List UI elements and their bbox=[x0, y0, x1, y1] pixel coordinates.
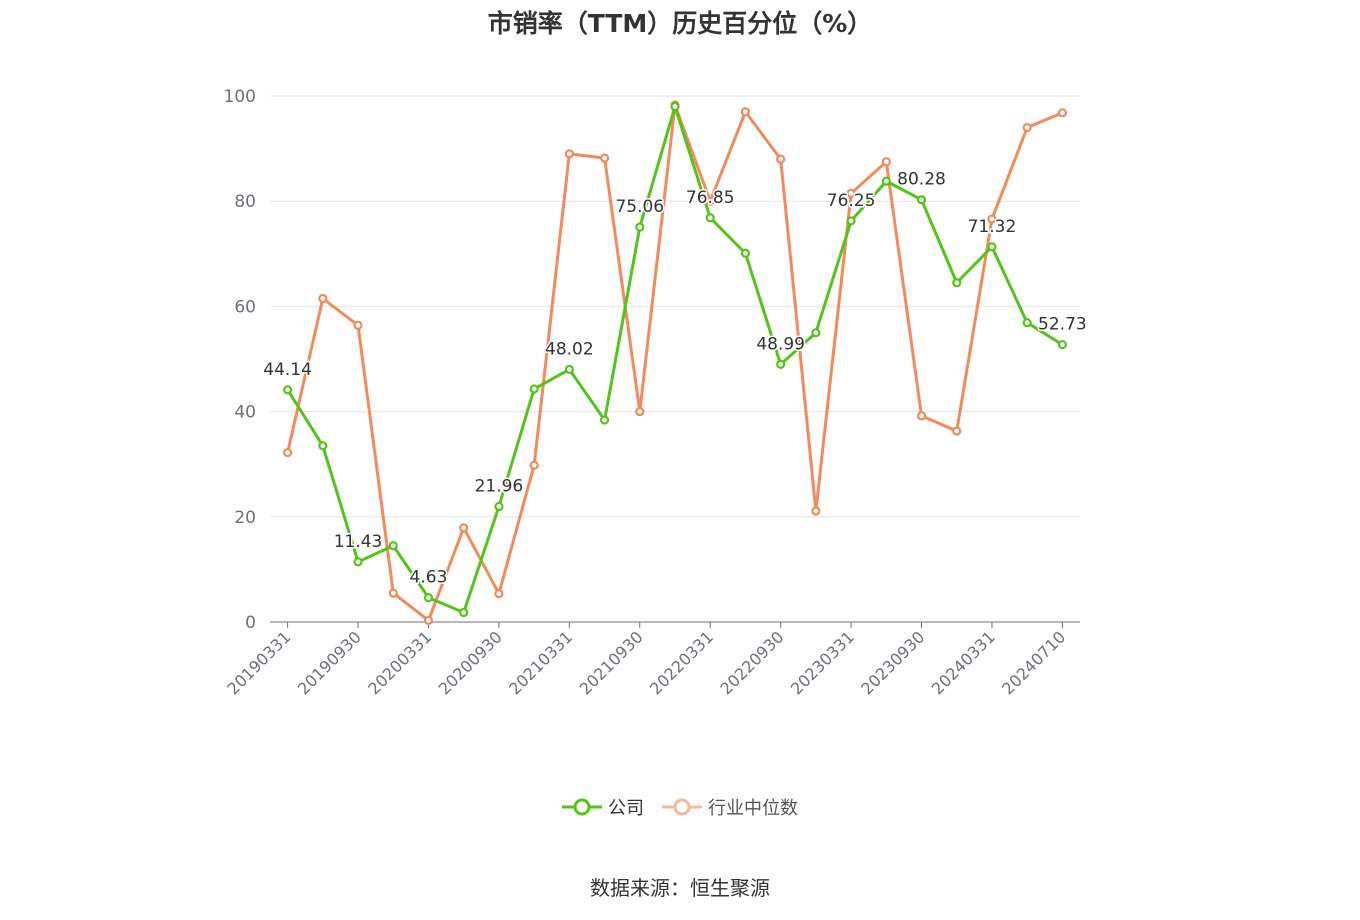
y-tick-label: 100 bbox=[224, 87, 256, 107]
series-lines bbox=[283, 100, 1067, 626]
legend-item-industry[interactable]: 行业中位数 bbox=[662, 794, 798, 820]
y-tick-label: 0 bbox=[245, 613, 256, 633]
x-tick-label: 20190930 bbox=[294, 627, 365, 698]
data-point-company bbox=[318, 441, 328, 451]
data-label: 48.99 bbox=[756, 334, 805, 354]
data-point-company bbox=[635, 222, 645, 232]
data-point-company bbox=[423, 593, 434, 603]
axes: 0 20 40 60 80 100 20190331 20190930 20200331 2020… bbox=[223, 87, 1080, 698]
x-tick-label: 20220331 bbox=[646, 627, 717, 698]
x-tick-label: 20210331 bbox=[505, 627, 576, 698]
data-point-industry bbox=[599, 153, 610, 163]
x-tick-label: 20230930 bbox=[857, 627, 928, 698]
data-label: 80.28 bbox=[897, 170, 946, 190]
data-label: 44.14 bbox=[263, 360, 312, 380]
data-point-industry bbox=[459, 523, 469, 533]
data-point-company bbox=[1022, 318, 1032, 328]
data-point-company bbox=[459, 607, 469, 618]
data-point-company bbox=[670, 101, 680, 112]
data-point-company bbox=[283, 385, 293, 395]
data-point-company bbox=[353, 557, 363, 567]
data-point-industry bbox=[529, 460, 539, 470]
data-label: 71.32 bbox=[968, 217, 1017, 237]
data-point-company bbox=[705, 213, 715, 223]
data-label: 21.96 bbox=[475, 476, 524, 496]
data-point-industry bbox=[916, 411, 927, 421]
data-label: 75.06 bbox=[615, 197, 664, 217]
data-point-company bbox=[564, 364, 574, 375]
legend-item-company[interactable]: 公司 bbox=[562, 794, 644, 820]
data-label: 76.85 bbox=[686, 188, 735, 208]
x-tick-label: 20190331 bbox=[223, 627, 294, 698]
data-point-company bbox=[494, 501, 504, 512]
data-point-company bbox=[740, 248, 751, 258]
grid-lines bbox=[270, 95, 1080, 518]
x-tick-label: 20230331 bbox=[787, 627, 858, 698]
data-point-company bbox=[1057, 340, 1067, 350]
y-tick-label: 20 bbox=[234, 508, 256, 528]
data-point-industry bbox=[283, 448, 293, 458]
data-point-industry bbox=[318, 293, 328, 304]
data-point-industry bbox=[1022, 122, 1032, 133]
data-point-industry bbox=[881, 157, 891, 167]
data-point-industry bbox=[811, 506, 821, 516]
data-label: 4.63 bbox=[410, 568, 448, 588]
y-tick-label: 40 bbox=[234, 403, 256, 423]
legend-industry-label: 行业中位数 bbox=[708, 798, 798, 819]
data-point-company bbox=[776, 359, 786, 369]
data-label: 48.02 bbox=[545, 339, 594, 359]
series-line-industry bbox=[286, 103, 1063, 622]
data-point-company bbox=[846, 216, 856, 226]
data-point-industry bbox=[776, 154, 786, 164]
legend-industry-line-icon bbox=[662, 798, 702, 816]
x-tick-label: 20200331 bbox=[364, 627, 435, 698]
chart-title: 市销率（TTM）历史百分位（%） bbox=[487, 9, 873, 38]
data-point-industry bbox=[740, 107, 751, 117]
series-line-company bbox=[286, 105, 1064, 615]
data-point-company bbox=[388, 541, 398, 551]
data-point-company bbox=[599, 415, 610, 425]
data-point-company bbox=[881, 176, 891, 186]
line-chart: 0 20 40 60 80 100 20190331 20190930 20200331 2020… bbox=[223, 87, 1088, 698]
x-tick-label: 20220930 bbox=[716, 627, 787, 698]
data-point-company bbox=[987, 242, 997, 252]
source-note: 数据来源：恒生聚源 bbox=[590, 876, 770, 900]
x-tick-label: 20240331 bbox=[928, 627, 999, 698]
data-label: 52.73 bbox=[1038, 315, 1087, 335]
data-point-industry bbox=[564, 149, 574, 159]
data-point-company bbox=[529, 384, 539, 394]
data-point-company bbox=[952, 278, 962, 288]
y-tick-label: 80 bbox=[234, 192, 256, 212]
data-label: 76.25 bbox=[827, 191, 876, 211]
data-labels: 44.14 11.43 4.63 21.96 48.02 75.06 76.85 48.99 7… bbox=[262, 168, 1088, 589]
legend: 公司 行业中位数 bbox=[0, 794, 1360, 820]
data-point-industry bbox=[952, 426, 962, 436]
legend-company-label: 公司 bbox=[608, 798, 644, 819]
data-point-industry bbox=[1057, 108, 1067, 118]
data-point-industry bbox=[423, 615, 434, 626]
data-point-company bbox=[916, 195, 927, 205]
data-point-industry bbox=[494, 588, 504, 599]
data-point-company bbox=[811, 328, 821, 338]
x-tick-label: 20240710 bbox=[998, 627, 1069, 698]
data-point-industry bbox=[846, 188, 856, 198]
data-point-industry bbox=[705, 196, 715, 206]
x-tick-label: 20200930 bbox=[435, 627, 506, 698]
data-label: 11.43 bbox=[334, 532, 383, 552]
legend-company-line-icon bbox=[562, 798, 602, 816]
data-point-industry bbox=[353, 320, 363, 330]
data-point-industry bbox=[987, 214, 997, 224]
y-tick-label: 60 bbox=[234, 297, 256, 317]
x-tick-label: 20210930 bbox=[576, 627, 647, 698]
data-point-industry bbox=[635, 407, 645, 417]
data-point-industry bbox=[388, 588, 398, 598]
